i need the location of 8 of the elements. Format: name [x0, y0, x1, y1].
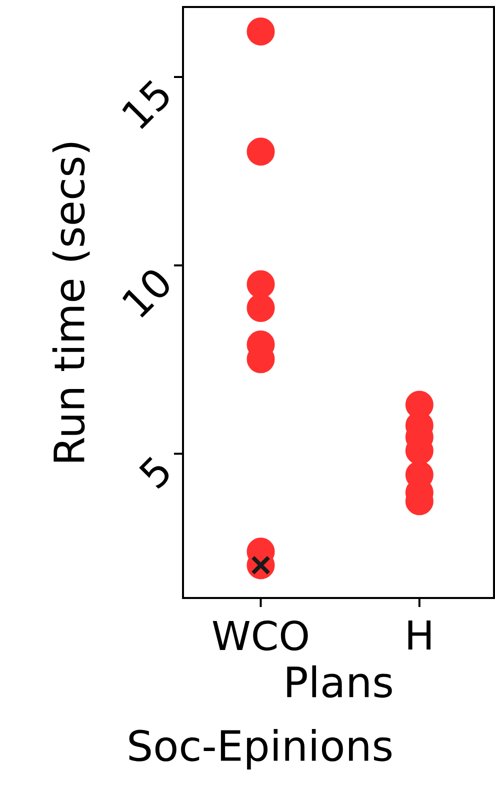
x-tick-label: H — [408, 620, 430, 650]
x-axis-title: Plans — [287, 665, 392, 698]
y-tick-label: 5 — [139, 456, 169, 489]
x-tick-label: WCO — [212, 620, 308, 651]
text: Soc-Epinions — [129, 729, 392, 770]
y-tick-label: 15 — [122, 80, 169, 130]
y-axis-title: Run time (secs) — [52, 142, 90, 462]
y-tick-label: 10 — [122, 270, 169, 318]
